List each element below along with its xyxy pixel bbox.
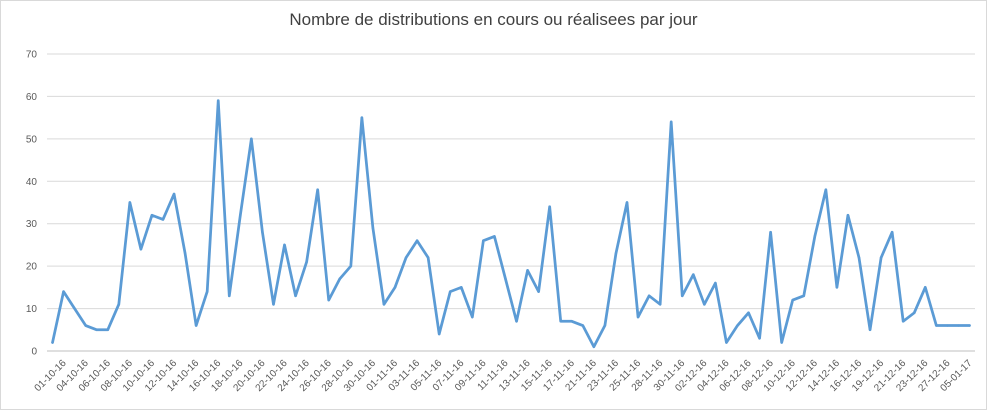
- data-point: [338, 277, 341, 281]
- data-point: [813, 235, 817, 238]
- series-line: [51, 99, 971, 349]
- data-point: [681, 294, 684, 298]
- data-point: [139, 247, 143, 251]
- data-point: [614, 252, 618, 255]
- data-point: [537, 290, 540, 293]
- data-point: [946, 324, 949, 327]
- data-point: [570, 320, 573, 323]
- y-tick-label: 20: [26, 262, 38, 273]
- data-point: [415, 239, 419, 242]
- data-point: [62, 290, 65, 293]
- data-point: [283, 243, 286, 247]
- data-point: [835, 286, 839, 289]
- data-point: [592, 345, 596, 348]
- data-point: [957, 324, 960, 327]
- y-tick-label: 60: [26, 92, 38, 103]
- data-point: [482, 239, 485, 242]
- data-point: [327, 298, 330, 302]
- data-point: [150, 214, 154, 217]
- data-point: [437, 332, 441, 336]
- data-point: [449, 290, 452, 293]
- data-point: [515, 320, 518, 323]
- data-point: [460, 286, 463, 289]
- data-point: [117, 303, 121, 306]
- data-point: [603, 324, 607, 327]
- data-point: [725, 341, 728, 344]
- y-tick-label: 30: [26, 219, 38, 230]
- data-point: [636, 315, 640, 319]
- data-point: [791, 298, 794, 302]
- data-point: [714, 281, 717, 285]
- data-point: [172, 192, 176, 196]
- data-point: [305, 260, 308, 264]
- data-point: [758, 337, 761, 340]
- data-point: [426, 256, 430, 259]
- data-point: [493, 235, 496, 238]
- data-point: [316, 188, 319, 191]
- data-point: [205, 290, 209, 293]
- data-point: [261, 231, 264, 234]
- data-point: [857, 256, 861, 259]
- data-point: [95, 328, 98, 331]
- y-tick-label: 70: [26, 50, 38, 61]
- data-point: [371, 226, 375, 230]
- y-tick-label: 50: [26, 134, 38, 145]
- data-point: [901, 320, 905, 323]
- data-point: [890, 231, 894, 234]
- data-point: [625, 201, 629, 204]
- data-point: [802, 294, 805, 298]
- data-point: [73, 307, 76, 310]
- data-point: [382, 303, 386, 306]
- data-point: [747, 311, 750, 315]
- data-point: [404, 256, 408, 259]
- data-point: [128, 201, 132, 204]
- data-point: [559, 320, 562, 323]
- data-point: [669, 120, 673, 124]
- data-point: [194, 324, 198, 327]
- data-point: [658, 303, 662, 306]
- data-point: [471, 315, 474, 319]
- data-point: [692, 273, 695, 276]
- data-point: [868, 328, 872, 331]
- data-point: [526, 269, 529, 272]
- data-point: [647, 294, 651, 298]
- data-point: [846, 214, 850, 217]
- data-point: [349, 264, 353, 268]
- data-point: [548, 205, 551, 208]
- data-point: [780, 341, 783, 344]
- data-point: [968, 324, 971, 327]
- data-point: [239, 214, 242, 217]
- data-point: [504, 277, 507, 281]
- data-point: [393, 286, 397, 289]
- data-point: [360, 116, 364, 119]
- data-point: [250, 137, 253, 141]
- data-point: [913, 311, 916, 315]
- y-tick-label: 0: [31, 347, 37, 358]
- data-point: [769, 231, 772, 234]
- data-point: [935, 324, 938, 327]
- data-point: [272, 303, 275, 306]
- data-point: [703, 303, 706, 306]
- data-point: [106, 328, 109, 331]
- data-point: [736, 324, 739, 327]
- data-point: [161, 218, 165, 221]
- y-tick-label: 40: [26, 177, 38, 188]
- chart-title: Nombre de distributions en cours ou réal…: [289, 10, 698, 29]
- y-tick-label: 10: [26, 304, 38, 315]
- data-point: [183, 252, 187, 255]
- data-point: [228, 294, 231, 298]
- data-point: [581, 324, 585, 327]
- data-point: [51, 341, 54, 344]
- data-point: [879, 256, 883, 259]
- data-point: [84, 324, 87, 327]
- data-point: [824, 188, 828, 191]
- data-point: [294, 294, 297, 298]
- data-point: [217, 99, 220, 102]
- data-point: [924, 286, 927, 289]
